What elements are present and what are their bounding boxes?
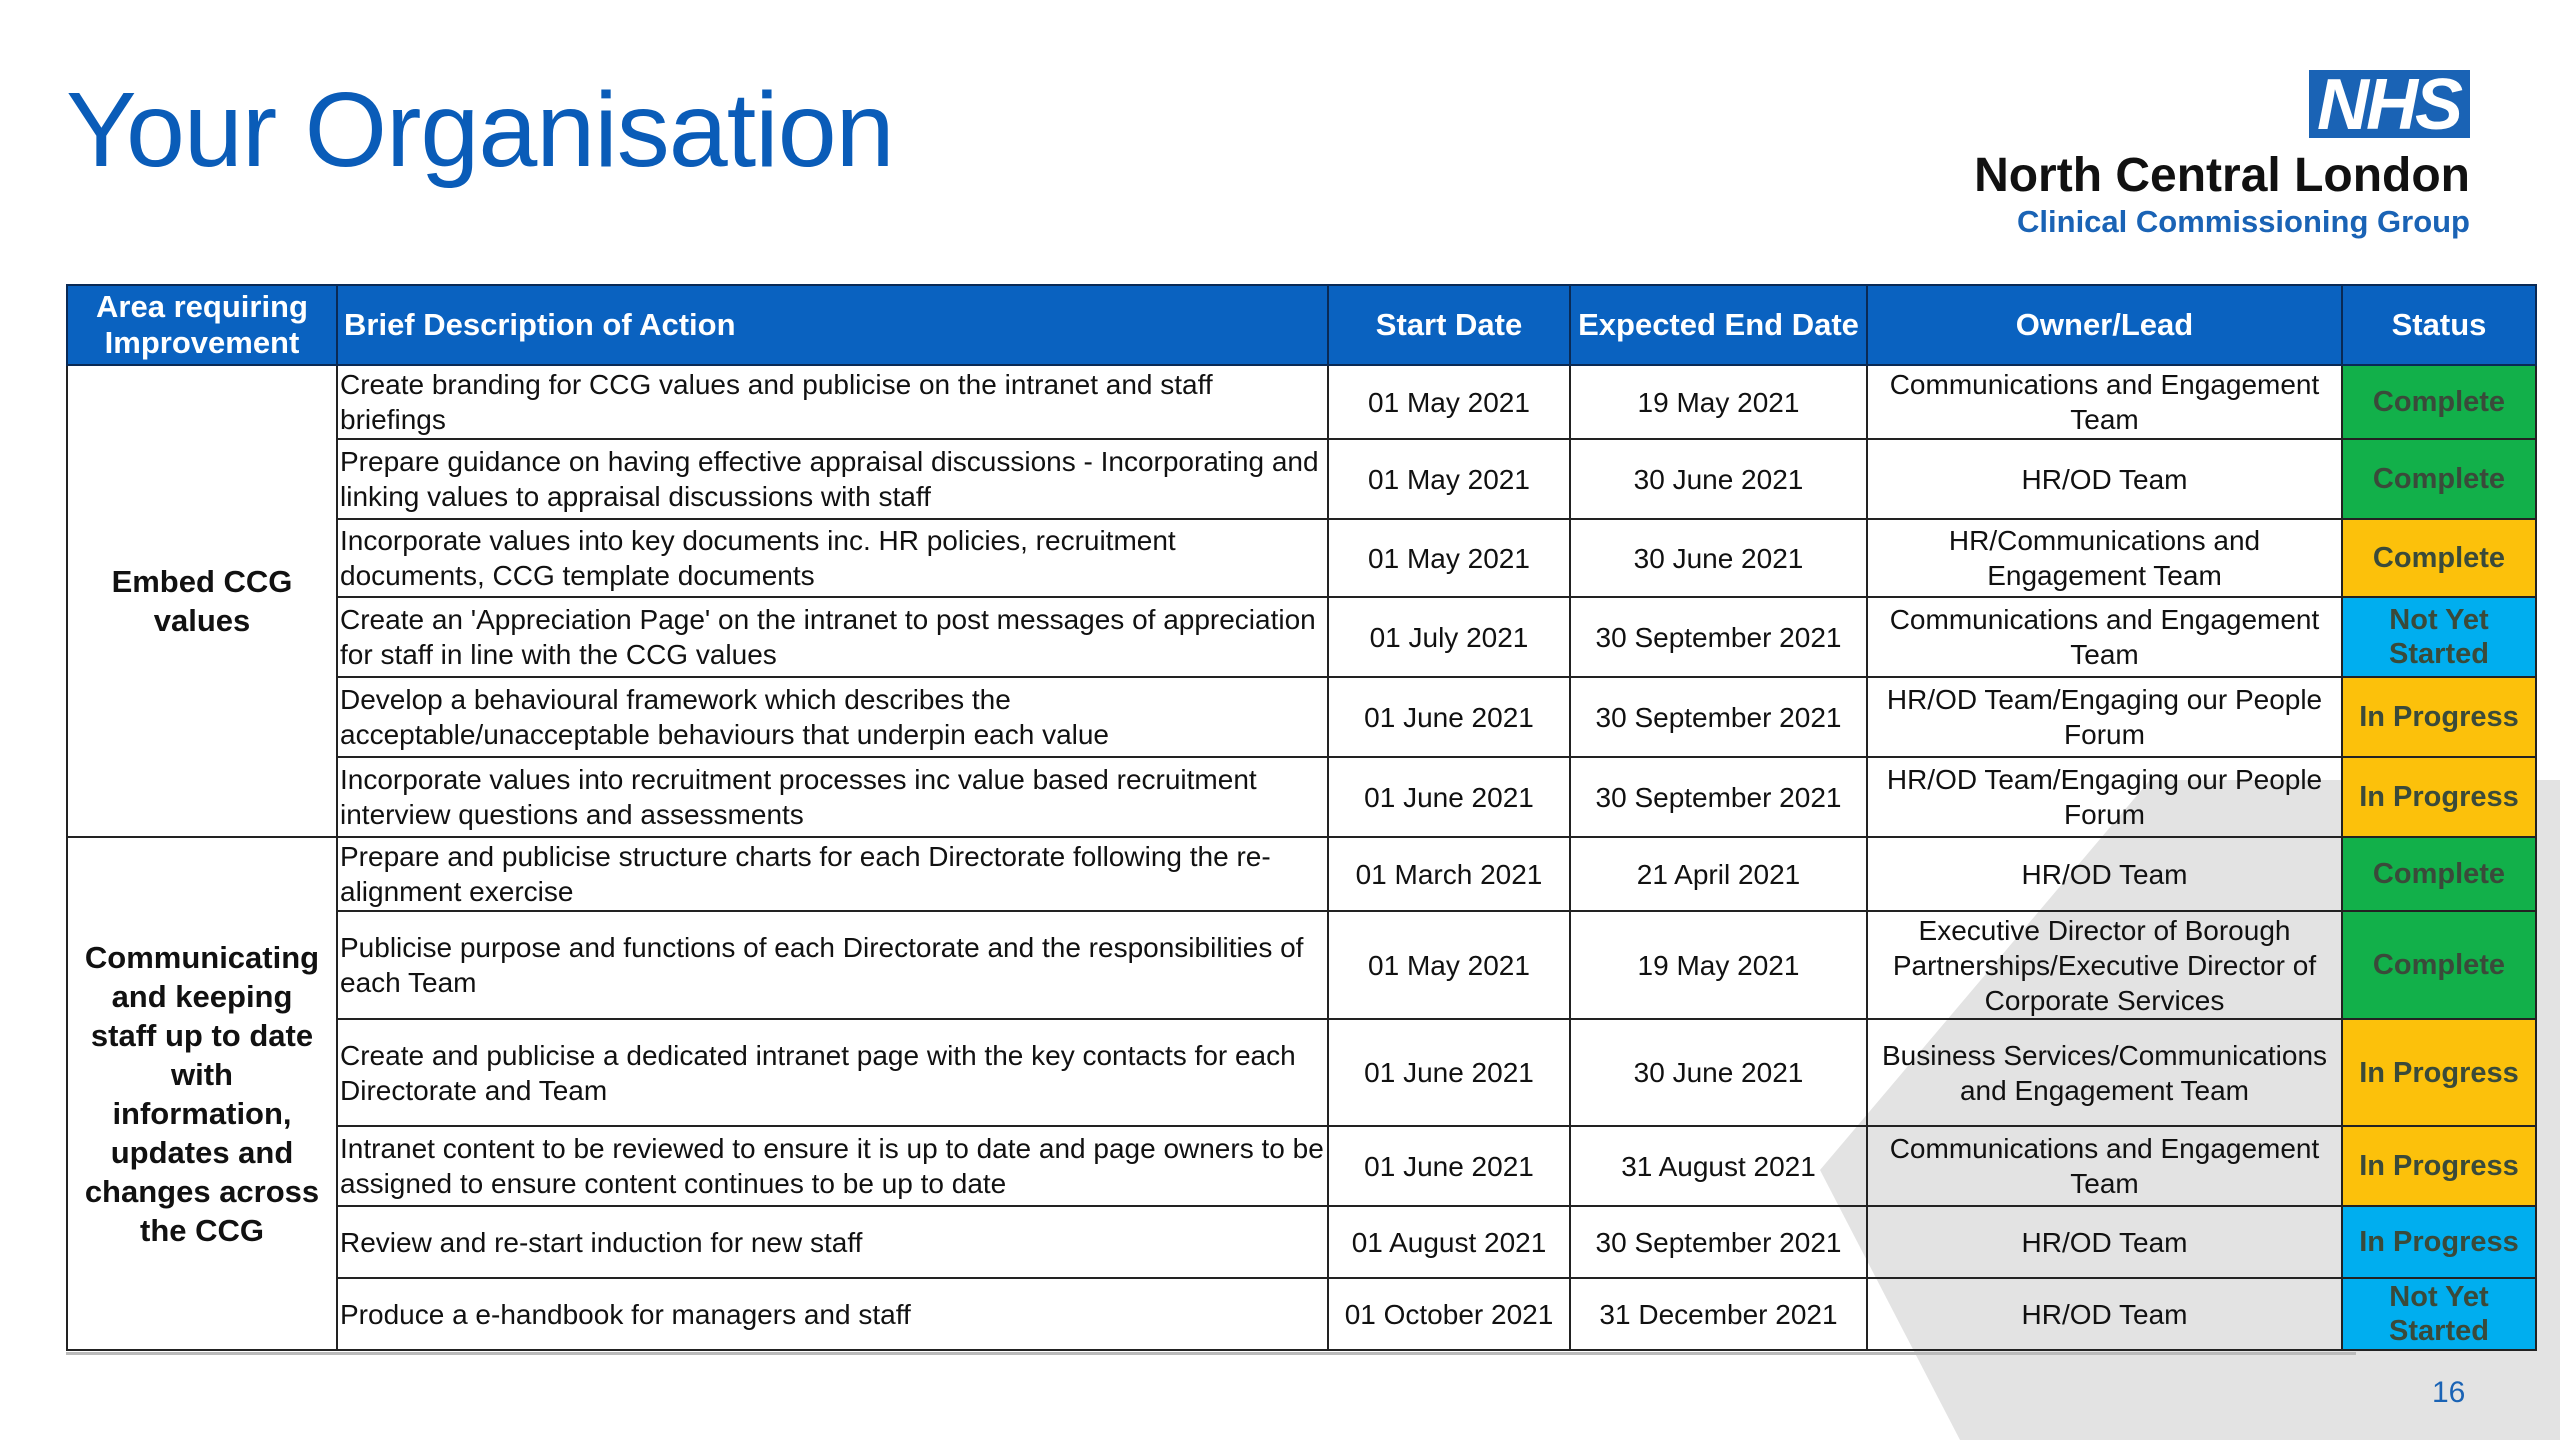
start-date-cell: 01 May 2021 (1327, 438, 1571, 520)
start-date-cell: 01 May 2021 (1327, 910, 1571, 1020)
description-cell: Publicise purpose and functions of each … (336, 910, 1329, 1020)
start-date-cell: 01 October 2021 (1327, 1277, 1571, 1351)
start-date-cell: 01 July 2021 (1327, 596, 1571, 678)
owner-cell: Communications and Engagement Team (1866, 1125, 2343, 1207)
owner-cell: HR/OD Team/Engaging our People Forum (1866, 676, 2343, 758)
description-cell: Create an 'Appreciation Page' on the int… (336, 596, 1329, 678)
nhs-badge: NHS (2308, 69, 2470, 141)
end-date-cell: 19 May 2021 (1569, 910, 1868, 1020)
end-date-cell: 19 May 2021 (1569, 364, 1868, 440)
nhs-logo: NHS North Central London Clinical Commis… (1974, 69, 2470, 242)
table-row: Embed CCG values Create branding for CCG … (66, 364, 2537, 838)
description-cell: Intranet content to be reviewed to ensur… (336, 1125, 1329, 1207)
owner-cell: Communications and Engagement Team (1866, 596, 2343, 678)
status-badge: Complete (2341, 364, 2537, 440)
owner-cell: Business Services/Communications and Eng… (1866, 1018, 2343, 1127)
description-cell: Review and re-start induction for new st… (336, 1205, 1329, 1279)
table-row: Prepare guidance on having effective app… (67, 438, 2537, 520)
end-date-cell: 21 April 2021 (1569, 836, 1868, 912)
table-row: Incorporate values into key documents in… (67, 518, 2537, 598)
status-badge: Complete (2341, 438, 2537, 520)
status-badge: In Progress (2341, 1018, 2537, 1127)
start-date-cell: 01 June 2021 (1327, 756, 1571, 838)
table-row: Create and publicise a dedicated intrane… (67, 1018, 2537, 1127)
end-date-cell: 31 August 2021 (1569, 1125, 1868, 1207)
description-cell: Incorporate values into recruitment proc… (336, 756, 1329, 838)
table-row: Create an 'Appreciation Page' on the int… (67, 596, 2537, 678)
table-row: Produce a e-handbook for managers and st… (67, 1277, 2537, 1351)
start-date-cell: 01 May 2021 (1327, 518, 1571, 598)
table-row: Develop a behavioural framework which de… (67, 676, 2537, 758)
header-owner: Owner/Lead (1866, 284, 2343, 366)
table-row: Intranet content to be reviewed to ensur… (67, 1125, 2537, 1207)
header-status: Status (2341, 284, 2537, 366)
table-row: Review and re-start induction for new st… (67, 1205, 2537, 1279)
page-number: 16 (2432, 1376, 2466, 1409)
status-badge: Complete (2341, 836, 2537, 912)
end-date-cell: 30 September 2021 (1569, 1205, 1868, 1279)
description-cell: Produce a e-handbook for managers and st… (336, 1277, 1329, 1351)
status-badge: Complete (2341, 518, 2537, 598)
status-badge: In Progress (2341, 1125, 2537, 1207)
owner-cell: Executive Director of Borough Partnershi… (1866, 910, 2343, 1020)
status-badge: In Progress (2341, 756, 2537, 838)
description-cell: Create and publicise a dedicated intrane… (336, 1018, 1329, 1127)
owner-cell: HR/OD Team (1866, 438, 2343, 520)
status-badge: In Progress (2341, 1205, 2537, 1279)
page-title: Your Organisation (66, 71, 895, 189)
end-date-cell: 30 September 2021 (1569, 756, 1868, 838)
status-badge: In Progress (2341, 676, 2537, 758)
header-start-date: Start Date (1327, 284, 1571, 366)
owner-cell: HR/Communications and Engagement Team (1866, 518, 2343, 598)
owner-cell: HR/OD Team/Engaging our People Forum (1866, 756, 2343, 838)
start-date-cell: 01 May 2021 (1327, 364, 1571, 440)
start-date-cell: 01 June 2021 (1327, 1125, 1571, 1207)
logo-org-name: North Central London (1974, 149, 2470, 202)
start-date-cell: 01 June 2021 (1327, 1018, 1571, 1127)
header-end-date: Expected End Date (1569, 284, 1868, 366)
action-plan-table: Area requiring Improvement Brief Descrip… (66, 284, 2537, 1351)
status-badge: Not Yet Started (2341, 596, 2537, 678)
header-area: Area requiring Improvement (66, 284, 338, 366)
logo-org-subtitle: Clinical Commissioning Group (2017, 204, 2470, 239)
header-description: Brief Description of Action (336, 284, 1329, 366)
end-date-cell: 31 December 2021 (1569, 1277, 1868, 1351)
owner-cell: HR/OD Team (1866, 1277, 2343, 1351)
start-date-cell: 01 March 2021 (1327, 836, 1571, 912)
owner-cell: HR/OD Team (1866, 836, 2343, 912)
status-badge: Not Yet Started (2341, 1277, 2537, 1351)
area-cell: Communicating and keeping staff up to da… (66, 836, 338, 1351)
status-badge: Complete (2341, 910, 2537, 1020)
table-row: Incorporate values into recruitment proc… (67, 756, 2537, 838)
description-cell: Prepare guidance on having effective app… (336, 438, 1329, 520)
description-cell: Prepare and publicise structure charts f… (336, 836, 1329, 912)
table-header-row: Area requiring Improvement Brief Descrip… (66, 284, 2537, 366)
end-date-cell: 30 September 2021 (1569, 676, 1868, 758)
divider (66, 1352, 2356, 1355)
owner-cell: Communications and Engagement Team (1866, 364, 2343, 440)
start-date-cell: 01 June 2021 (1327, 676, 1571, 758)
description-cell: Create branding for CCG values and publi… (336, 364, 1329, 440)
end-date-cell: 30 September 2021 (1569, 596, 1868, 678)
owner-cell: HR/OD Team (1866, 1205, 2343, 1279)
table-row: Communicating and keeping staff up to da… (66, 836, 2537, 1351)
start-date-cell: 01 August 2021 (1327, 1205, 1571, 1279)
description-cell: Incorporate values into key documents in… (336, 518, 1329, 598)
table-row: Publicise purpose and functions of each … (67, 910, 2537, 1020)
end-date-cell: 30 June 2021 (1569, 518, 1868, 598)
end-date-cell: 30 June 2021 (1569, 1018, 1868, 1127)
description-cell: Develop a behavioural framework which de… (336, 676, 1329, 758)
area-cell: Embed CCG values (66, 364, 338, 838)
end-date-cell: 30 June 2021 (1569, 438, 1868, 520)
